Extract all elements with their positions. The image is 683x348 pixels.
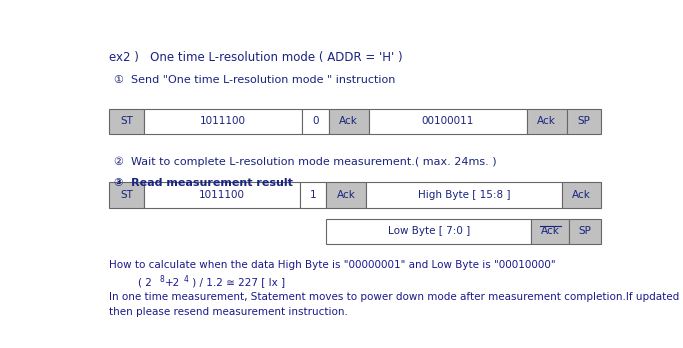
Text: Ack: Ack	[572, 190, 591, 200]
Bar	[329, 109, 369, 134]
Text: ( 2: ( 2	[138, 278, 152, 287]
Text: Ack: Ack	[339, 117, 358, 126]
Bar	[300, 182, 326, 208]
Bar	[369, 109, 527, 134]
Text: ③  Read measurement result: ③ Read measurement result	[115, 179, 294, 188]
Text: ) / 1.2 ≅ 227 [ lx ]: ) / 1.2 ≅ 227 [ lx ]	[189, 278, 285, 287]
Text: 1: 1	[309, 190, 316, 200]
Bar	[527, 109, 567, 134]
Text: ②  Wait to complete L-resolution mode measurement.( max. 24ms. ): ② Wait to complete L-resolution mode mea…	[115, 157, 497, 167]
Text: 1011100: 1011100	[200, 117, 246, 126]
Text: 4: 4	[183, 275, 189, 284]
Text: +2: +2	[165, 278, 180, 287]
Text: Ack: Ack	[538, 117, 556, 126]
Text: 00100011: 00100011	[421, 117, 474, 126]
Bar	[143, 182, 300, 208]
Bar	[109, 182, 143, 208]
Text: SP: SP	[579, 226, 591, 236]
Bar	[326, 219, 531, 244]
Text: 8: 8	[160, 275, 164, 284]
Text: Low Byte [ 7:0 ]: Low Byte [ 7:0 ]	[388, 226, 470, 236]
Text: Ack: Ack	[541, 226, 559, 236]
Text: ①  Send "One time L-resolution mode " instruction: ① Send "One time L-resolution mode " ins…	[115, 75, 396, 85]
Bar	[144, 109, 302, 134]
Bar	[326, 182, 366, 208]
Text: then please resend measurement instruction.: then please resend measurement instructi…	[109, 307, 348, 316]
Text: Ack: Ack	[337, 190, 356, 200]
Text: ST: ST	[120, 117, 133, 126]
Text: 0: 0	[312, 117, 318, 126]
Text: SP: SP	[578, 117, 591, 126]
Text: In one time measurement, Statement moves to power down mode after measurement co: In one time measurement, Statement moves…	[109, 292, 683, 302]
Bar	[302, 109, 329, 134]
Bar	[567, 109, 602, 134]
Text: ST: ST	[120, 190, 133, 200]
Bar	[569, 219, 602, 244]
Text: 1011100: 1011100	[199, 190, 245, 200]
Bar	[366, 182, 561, 208]
Bar	[561, 182, 602, 208]
Text: ex2 )   One time L-resolution mode ( ADDR = 'H' ): ex2 ) One time L-resolution mode ( ADDR …	[109, 51, 403, 64]
Text: High Byte [ 15:8 ]: High Byte [ 15:8 ]	[417, 190, 510, 200]
Bar	[531, 219, 569, 244]
Bar	[109, 109, 144, 134]
Text: How to calculate when the data High Byte is "00000001" and Low Byte is "00010000: How to calculate when the data High Byte…	[109, 260, 556, 270]
